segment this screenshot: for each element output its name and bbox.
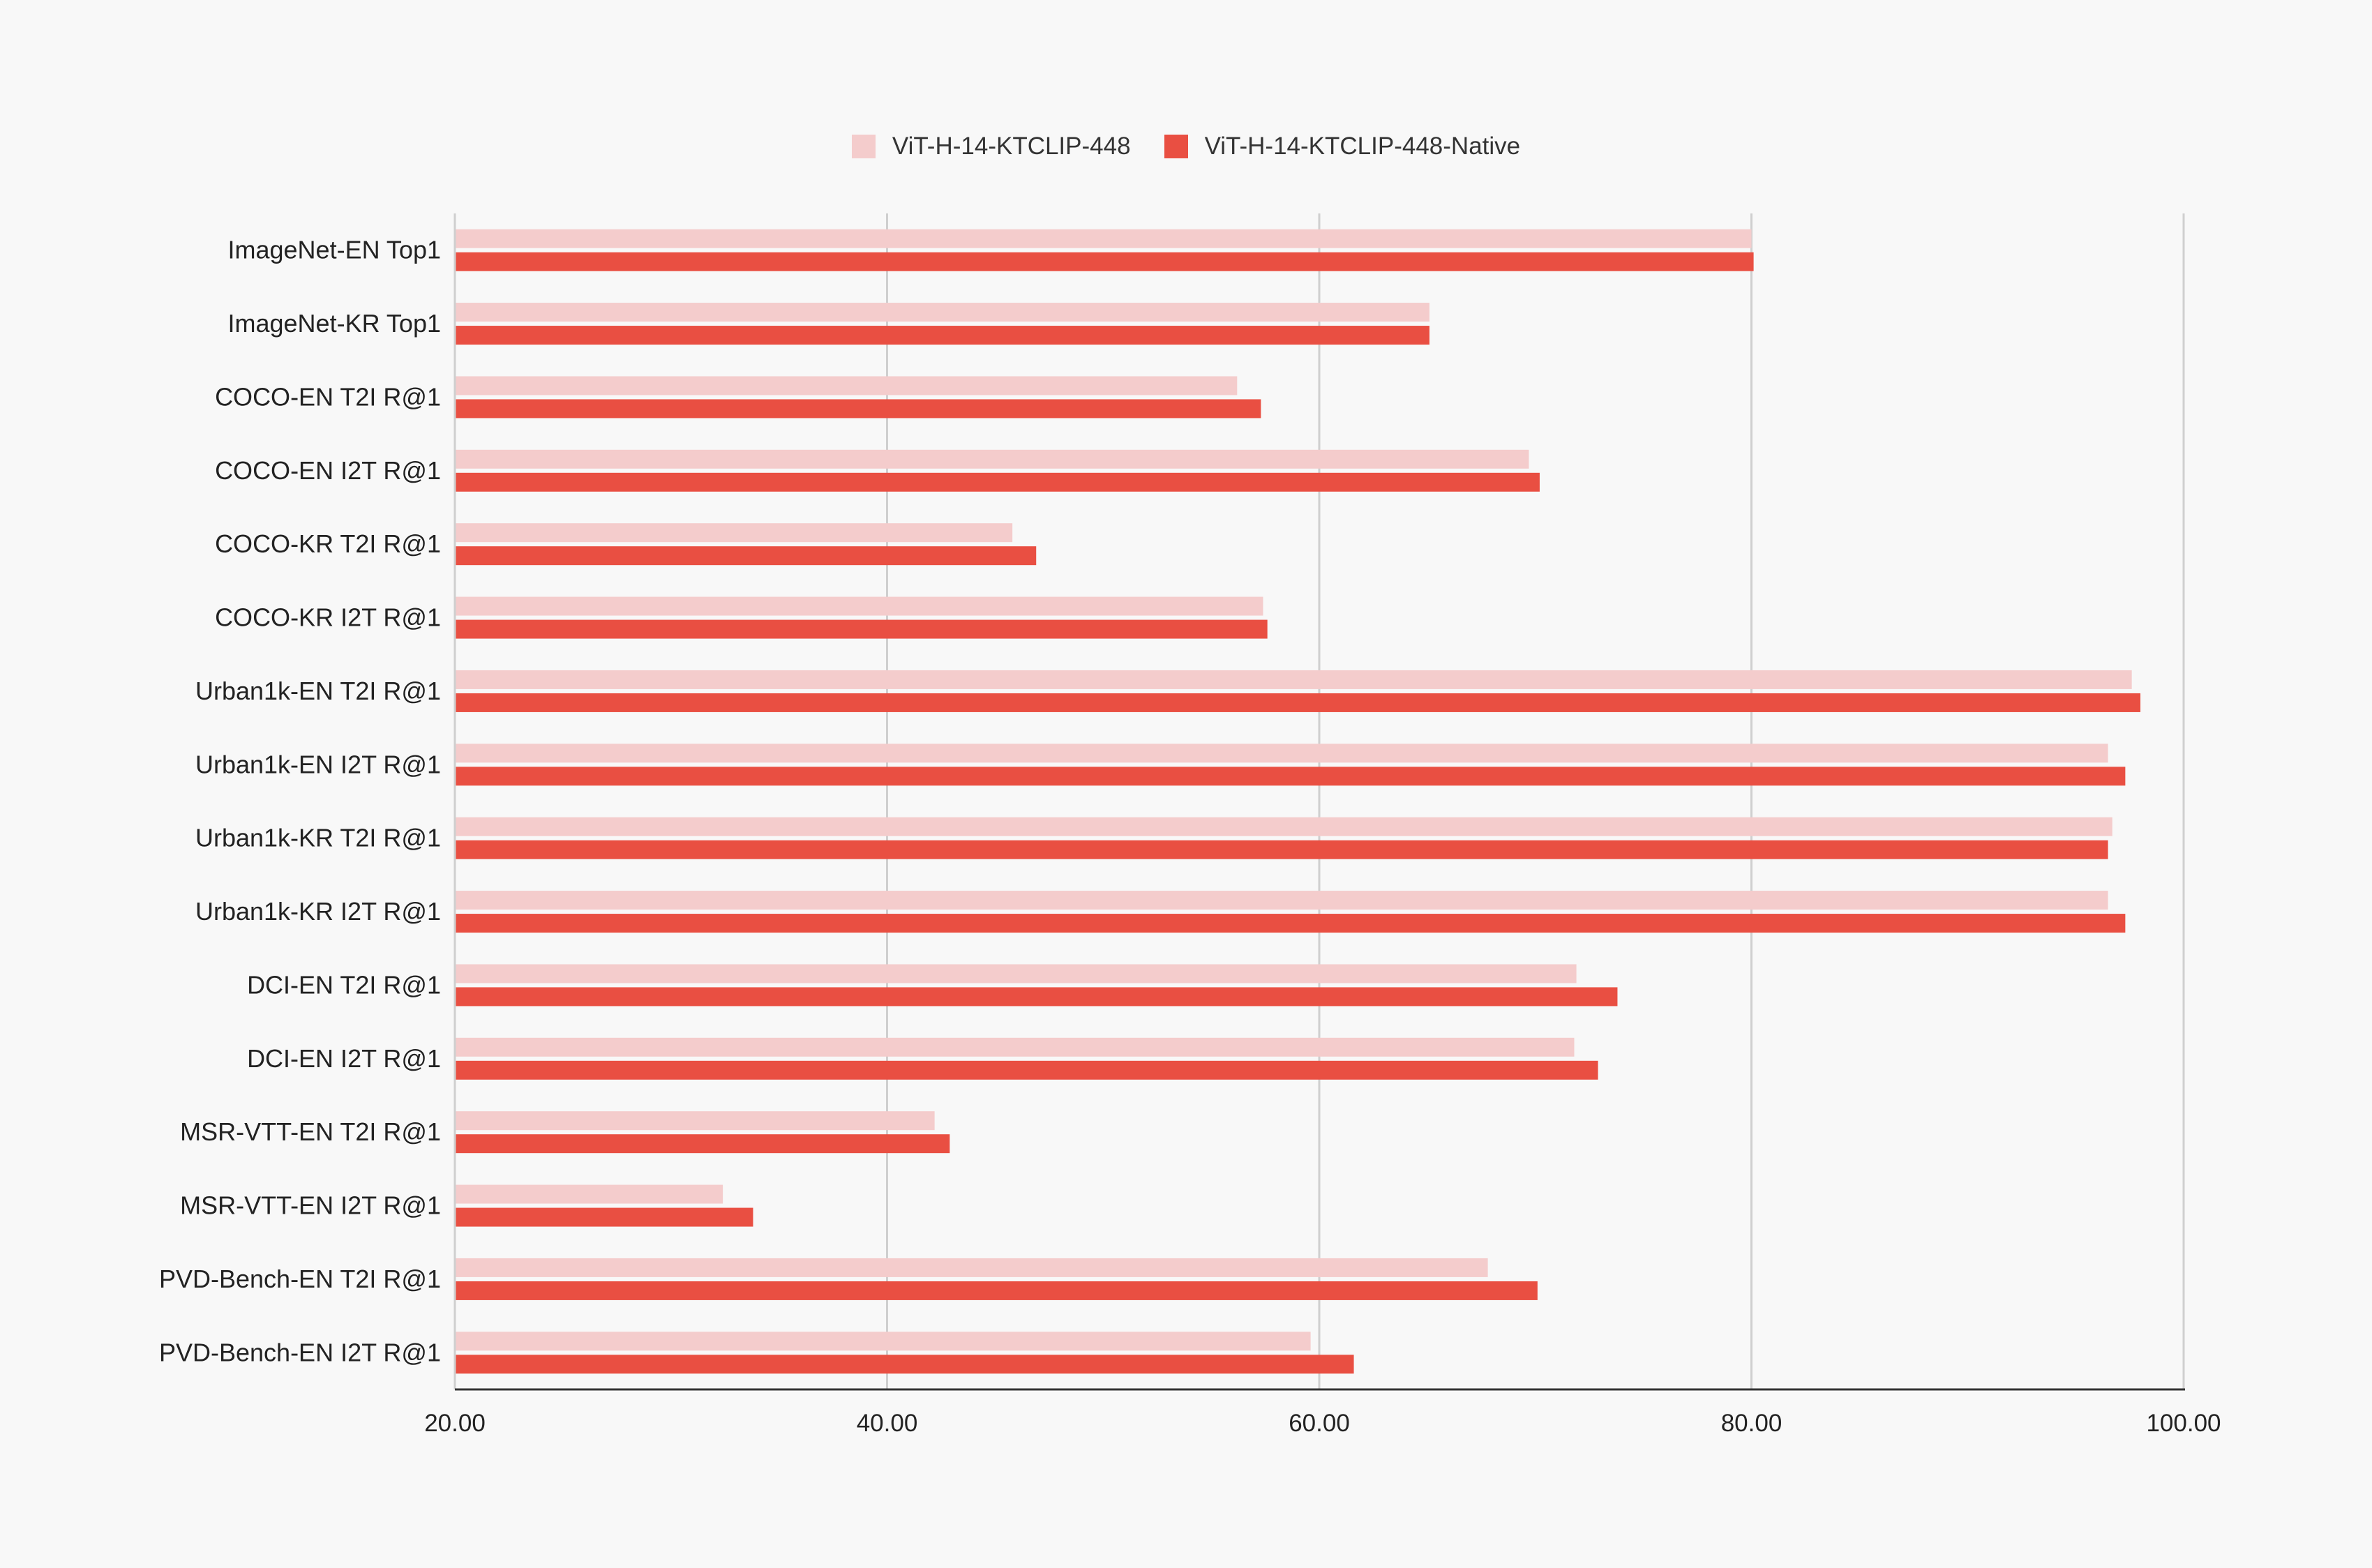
bar-series-2 [455,472,1540,492]
bar-series-2 [455,1134,950,1154]
legend-swatch-series-2 [1164,135,1188,158]
bar-series-1 [455,376,1238,395]
category-label: COCO-EN I2T R@1 [215,456,441,485]
category-label: Urban1k-KR T2I R@1 [195,824,441,852]
x-tick-label: 100.00 [2146,1410,2221,1437]
bar-series-1 [455,596,1263,616]
bar-series-2 [455,987,1618,1007]
legend-swatch-series-1 [851,135,876,158]
category-label: PVD-Bench-EN I2T R@1 [159,1338,441,1366]
bar-series-2 [455,767,2126,786]
bar-series-2 [455,326,1429,345]
bar-series-2 [455,1207,753,1227]
bar-series-2 [455,1281,1538,1300]
bar-series-1 [455,744,2108,763]
bar-series-2 [455,840,2108,859]
bar-series-1 [455,229,1752,248]
bar-series-1 [455,1037,1575,1057]
category-label: COCO-KR T2I R@1 [215,529,441,558]
category-label: MSR-VTT-EN T2I R@1 [180,1117,441,1146]
bar-series-2 [455,619,1268,639]
bar-series-2 [455,693,2141,712]
category-label: ImageNet-EN Top1 [228,236,442,264]
bar-series-1 [455,670,2132,689]
category-label: Urban1k-EN I2T R@1 [195,750,441,778]
category-label: PVD-Bench-EN T2I R@1 [159,1265,441,1293]
bar-series-2 [455,252,1754,271]
category-label: Urban1k-KR I2T R@1 [195,897,441,926]
x-tick-label: 20.00 [424,1410,486,1437]
category-label: ImageNet-KR Top1 [228,309,442,338]
bar-series-1 [455,1332,1311,1351]
category-label: Urban1k-EN T2I R@1 [195,677,441,705]
category-label: COCO-KR I2T R@1 [215,603,441,632]
category-label: DCI-EN T2I R@1 [247,970,441,999]
bar-series-1 [455,1258,1488,1277]
legend-item-series-2: ViT-H-14-KTCLIP-448-Native [1164,133,1521,160]
bar-series-1 [455,1111,935,1131]
bar-series-2 [455,399,1261,419]
x-tick-label: 80.00 [1721,1410,1782,1437]
x-tick-label: 60.00 [1289,1410,1350,1437]
bar-series-2 [455,546,1037,566]
bar-series-1 [455,449,1529,469]
category-label: COCO-EN T2I R@1 [215,382,441,411]
category-label: MSR-VTT-EN I2T R@1 [180,1191,441,1220]
bar-series-1 [455,964,1577,983]
bar-series-2 [455,914,2126,933]
bar-series-1 [455,1184,723,1204]
legend-label-series-2: ViT-H-14-KTCLIP-448-Native [1204,133,1521,160]
bar-series-2 [455,1060,1598,1080]
category-label: DCI-EN I2T R@1 [247,1044,441,1073]
bar-series-1 [455,303,1429,322]
bar-series-2 [455,1355,1354,1374]
x-tick-label: 40.00 [857,1410,918,1437]
legend-label-series-1: ViT-H-14-KTCLIP-448 [892,133,1131,160]
legend-item-series-1: ViT-H-14-KTCLIP-448 [851,133,1131,160]
bar-series-1 [455,523,1013,543]
bar-series-1 [455,891,2108,910]
bar-series-1 [455,817,2112,836]
legend: ViT-H-14-KTCLIP-448 ViT-H-14-KTCLIP-448-… [0,133,2372,160]
